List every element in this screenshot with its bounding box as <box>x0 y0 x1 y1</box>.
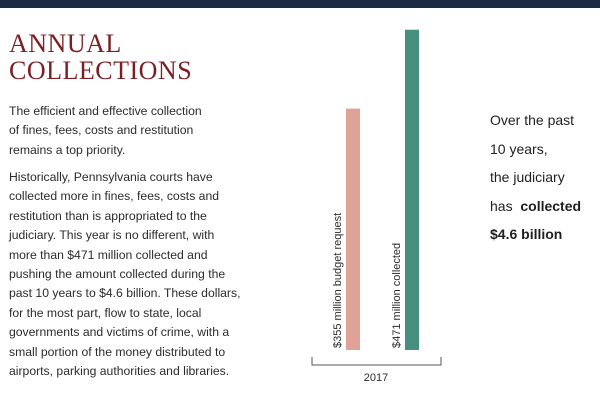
category-axis-bracket <box>311 357 442 366</box>
category-tick-2017: 2017 <box>364 372 388 384</box>
callout-text: Over the past 10 years, the judiciary ha… <box>490 106 581 249</box>
callout-line-3: the judiciary <box>490 169 565 185</box>
callout-has: has <box>490 197 513 214</box>
bar-label-collected: $471 million collected <box>391 243 403 348</box>
intro-line: of fines, fees, costs and restitution <box>9 123 194 138</box>
page-title: ANNUAL COLLECTIONS <box>9 30 192 84</box>
body-line: governments and victims of crime, with a <box>9 325 230 340</box>
intro-line: remains a top priority. <box>9 142 126 157</box>
body-line: collected more in fines, fees, costs and <box>9 189 220 204</box>
body-line: past 10 years to $4.6 billion. These dol… <box>9 286 241 301</box>
body-line: airports, parking authorities and librar… <box>9 364 230 379</box>
bar-collected <box>405 29 419 350</box>
bar-budget-request <box>346 108 360 350</box>
callout-line-4: has collected <box>490 192 581 221</box>
callout-line-1: Over the past <box>490 112 575 128</box>
body-line: Historically, Pennsylvania courts have <box>9 170 213 184</box>
body-paragraph: Historically, Pennsylvania courts have c… <box>9 168 309 381</box>
callout-line-2: 10 years, <box>490 140 548 157</box>
body-line: for the most part, flow to state, local <box>9 305 202 320</box>
title-line-1: ANNUAL <box>9 29 122 58</box>
intro-line: The efficient and effective collection <box>9 104 202 118</box>
top-accent-bar <box>0 0 600 8</box>
callout-amount: $4.6 billion <box>490 226 563 242</box>
title-line-2: COLLECTIONS <box>9 56 193 85</box>
body-line: more than $471 million collected and <box>9 247 208 262</box>
bar-label-budget-request: $355 million budget request <box>332 213 344 348</box>
intro-paragraph: The efficient and effective collection o… <box>9 102 309 160</box>
body-line: judiciary. This year is no different, wi… <box>9 228 215 243</box>
body-line: restitution than is appropriated to the <box>9 208 207 223</box>
body-line: pushing the amount collected during the <box>9 267 226 282</box>
callout-collected: collected <box>520 197 582 214</box>
body-line: small portion of the money distributed t… <box>9 344 226 359</box>
